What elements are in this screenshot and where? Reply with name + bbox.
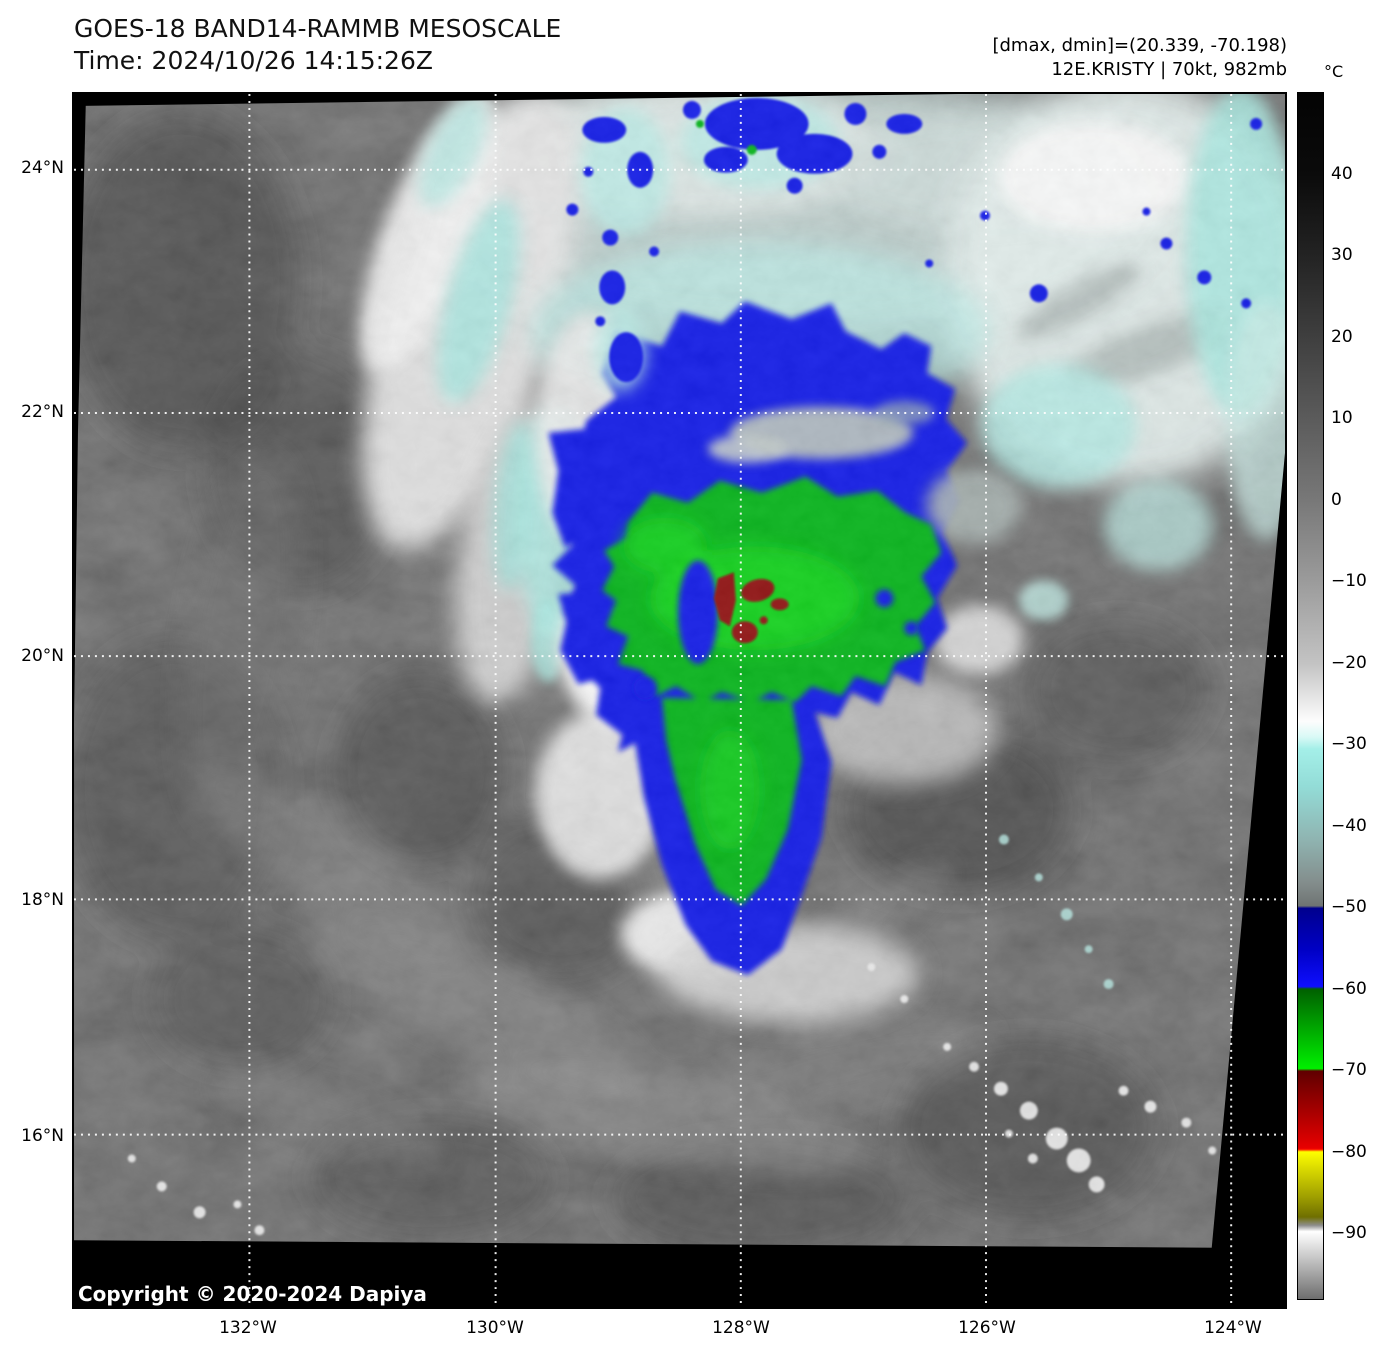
lat-label-22n: 22°N	[21, 402, 64, 422]
page-title: GOES-18 BAND14-RAMMB MESOSCALE	[74, 14, 562, 43]
copyright-label: Copyright © 2020-2024 Dapiya	[78, 1282, 427, 1306]
satellite-map	[72, 92, 1287, 1309]
colorbar-unit-label: °C	[1324, 62, 1344, 81]
timestamp-label: Time: 2024/10/26 14:15:26Z	[74, 46, 433, 75]
lat-label-18n: 18°N	[21, 890, 64, 910]
colorbar-tick-10: 10	[1331, 408, 1353, 428]
colorbar-tick-m40: −40	[1331, 816, 1367, 836]
colorbar-tick-m50: −50	[1331, 897, 1367, 917]
lon-label-124w: 124°W	[1204, 1318, 1262, 1338]
colorbar-tick-m70: −70	[1331, 1060, 1367, 1080]
colorbar-tick-30: 30	[1331, 245, 1353, 265]
sector-edge-black	[74, 94, 1285, 1307]
colorbar-tick-m60: −60	[1331, 979, 1367, 999]
lat-label-24n: 24°N	[21, 158, 64, 178]
colorbar-tick-20: 20	[1331, 327, 1353, 347]
colorbar-tick-m80: −80	[1331, 1142, 1367, 1162]
dmax-dmin-label: [dmax, dmin]=(20.339, -70.198)	[992, 35, 1287, 56]
colorbar-tick-40: 40	[1331, 164, 1353, 184]
lon-label-132w: 132°W	[219, 1318, 277, 1338]
texture-overlay	[74, 94, 1285, 1307]
colorbar-tick-m20: −20	[1331, 653, 1367, 673]
lat-label-20n: 20°N	[21, 646, 64, 666]
lon-label-130w: 130°W	[466, 1318, 524, 1338]
colorbar-tick-m10: −10	[1331, 571, 1367, 591]
satellite-image	[74, 94, 1285, 1307]
lon-label-128w: 128°W	[712, 1318, 770, 1338]
colorbar-tick-m30: −30	[1331, 734, 1367, 754]
colorbar	[1297, 92, 1324, 1300]
colorbar-tick-0: 0	[1331, 490, 1342, 510]
storm-info-label: 12E.KRISTY | 70kt, 982mb	[1051, 59, 1287, 80]
lat-label-16n: 16°N	[21, 1126, 64, 1146]
colorbar-tick-m90: −90	[1331, 1223, 1367, 1243]
lon-label-126w: 126°W	[958, 1318, 1016, 1338]
